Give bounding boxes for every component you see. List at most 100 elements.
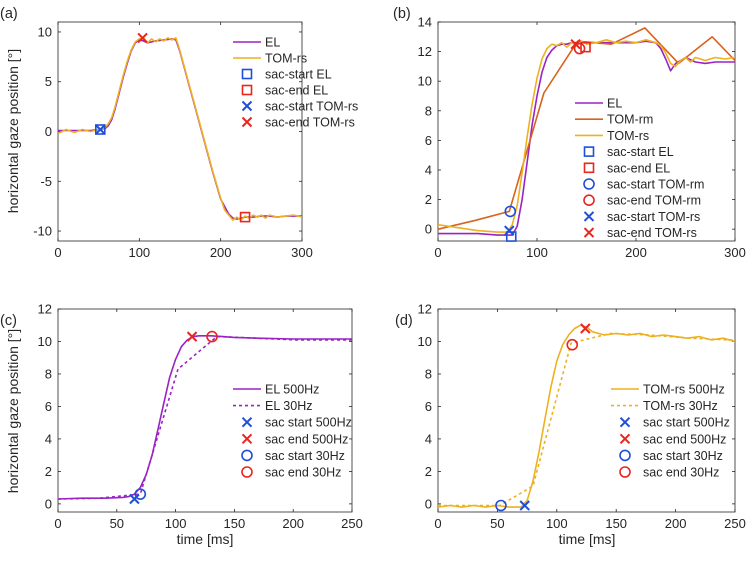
x-tick-label-c: 50	[110, 516, 124, 531]
marker-sac-start-30hz	[134, 488, 147, 500]
legend-swatch-c	[241, 449, 253, 462]
y-tick-label-d: 6	[425, 399, 432, 414]
x-tick-label-b: 100	[526, 245, 548, 260]
legend-label-d: sac end 500Hz	[643, 432, 726, 446]
x-tick-label-d: 250	[724, 516, 746, 531]
legend-label-b: sac-start EL	[607, 145, 674, 159]
legend-label-b: EL	[607, 97, 622, 111]
marker-sac-end-30hz	[566, 338, 579, 351]
y-tick-label-d: 2	[425, 464, 432, 479]
y-tick-label-a: -10	[33, 224, 52, 239]
y-tick-label-a: 0	[45, 124, 52, 139]
y-tick-label-b: 0	[425, 222, 432, 237]
marker-sac-end-30hz	[206, 330, 218, 343]
x-tick-label-d: 150	[605, 516, 627, 531]
panel-label-d: (d)	[395, 313, 413, 329]
legend-swatch-d	[619, 416, 631, 428]
legend-c: EL 500Hz EL 30Hz sac start 500Hz sac end 50…	[233, 383, 352, 480]
legend-label-d: sac start 30Hz	[643, 449, 723, 463]
y-tick-label-c: 4	[45, 431, 52, 446]
marker-sac-end-500hz	[580, 323, 591, 334]
x-tick-label-c: 0	[54, 516, 61, 531]
chart-panel-a: 0 100 200 300 -10 -5 0 5 10 EL TOM-rs sac-start EL s…	[0, 6, 358, 260]
chart-panel-b: 0 100 200 300 0 2 4 6 8 10 12 14 EL TOM-rm TOM-rs sac-s…	[393, 6, 746, 260]
marker-sac-start-500hz	[519, 500, 530, 511]
y-tick-label-d: 12	[418, 302, 432, 317]
marker-sac-end-tom-rm	[573, 42, 586, 55]
legend-label-c: sac end 30Hz	[265, 466, 341, 480]
legend-label-d: sac start 500Hz	[643, 416, 730, 430]
legend-label-a: sac-start EL	[265, 68, 332, 82]
marker-sac-start-tom-rs	[95, 124, 106, 135]
y-tick-label-a: -5	[40, 174, 52, 189]
y-axis-label-a: horizontal gaze position [°]	[5, 49, 21, 213]
series-group-c	[58, 335, 352, 500]
y-tick-label-d: 10	[418, 334, 432, 349]
marker-sac-end-tom-rs	[137, 32, 148, 44]
legend-label-b: sac-end EL	[607, 161, 670, 175]
panel-label-a: (a)	[0, 6, 18, 22]
x-tick-label-a: 100	[128, 245, 150, 260]
y-tick-label-c: 0	[45, 496, 52, 511]
legend-swatch-a	[241, 116, 253, 128]
legend-label-a: sac-end EL	[265, 84, 328, 98]
y-tick-label-a: 5	[45, 74, 52, 89]
marker-sac-start-500hz	[129, 493, 140, 505]
legend-label-c: EL 500Hz	[265, 383, 319, 397]
legend-swatch-d	[619, 449, 631, 462]
legend-label-b: sac-start TOM-rs	[607, 210, 700, 224]
plot-area-c	[57, 308, 353, 513]
legend-swatch-b	[583, 178, 595, 190]
x-tick-label-b: 200	[625, 245, 647, 260]
legend-label-b: sac-end TOM-rs	[607, 226, 697, 240]
panel-label-c: (c)	[0, 313, 17, 329]
legend-swatch-a	[241, 68, 253, 80]
legend-label-c: sac end 500Hz	[265, 432, 348, 446]
x-axis-label-c: time [ms]	[177, 531, 234, 547]
x-tick-label-d: 200	[665, 516, 687, 531]
x-tick-label-c: 100	[165, 516, 187, 531]
marker-sac-end-el	[580, 41, 591, 53]
series-line-el-500hz	[58, 335, 352, 500]
x-tick-label-a: 300	[291, 245, 313, 260]
legend-label-c: EL 30Hz	[265, 399, 312, 413]
series-line-tom-rs	[58, 37, 302, 221]
marker-sac-start-el	[94, 124, 106, 135]
y-axis-label-c: horizontal gaze position [°]	[5, 329, 21, 493]
legend-label-a: EL	[265, 36, 280, 50]
legend-swatch-c	[241, 416, 253, 428]
legend-swatch-b	[583, 162, 595, 174]
marker-sac-start-tom-rm	[504, 205, 517, 218]
legend-swatch-b	[583, 146, 595, 157]
y-tick-label-d: 8	[425, 366, 432, 381]
y-tick-label-b: 12	[418, 44, 432, 59]
marker-sac-start-tom-rs	[504, 225, 515, 236]
legend-label-b: sac-end TOM-rm	[607, 194, 701, 208]
legend-swatch-b	[583, 211, 595, 222]
y-tick-label-c: 12	[38, 302, 52, 317]
legend-label-a: sac-end TOM-rs	[265, 116, 355, 130]
x-tick-label-c: 200	[282, 516, 304, 531]
legend-swatch-c	[241, 466, 253, 478]
x-tick-label-d: 100	[546, 516, 568, 531]
marker-sac-end-tom-rs	[570, 38, 581, 50]
legend-label-b: sac-start TOM-rm	[607, 178, 704, 192]
legend-swatch-b	[583, 227, 595, 238]
legend-swatch-c	[241, 433, 253, 445]
y-tick-label-b: 14	[418, 15, 432, 30]
series-group-d	[438, 324, 735, 508]
legend-label-a: TOM-rs	[265, 52, 307, 66]
legend-b: EL TOM-rm TOM-rs sac-start EL sac-end EL sac-…	[575, 97, 704, 240]
y-tick-label-c: 10	[38, 334, 52, 349]
legend-label-b: TOM-rm	[607, 113, 653, 127]
legend-label-c: sac start 500Hz	[265, 416, 352, 430]
legend-swatch-d	[619, 433, 631, 445]
legend-label-d: TOM-rs 500Hz	[643, 383, 725, 397]
marker-sac-end-500hz	[186, 331, 198, 342]
legend-swatch-a	[241, 100, 253, 112]
y-tick-label-b: 6	[425, 133, 432, 148]
y-tick-label-c: 2	[45, 464, 52, 479]
y-tick-label-d: 4	[425, 431, 432, 446]
